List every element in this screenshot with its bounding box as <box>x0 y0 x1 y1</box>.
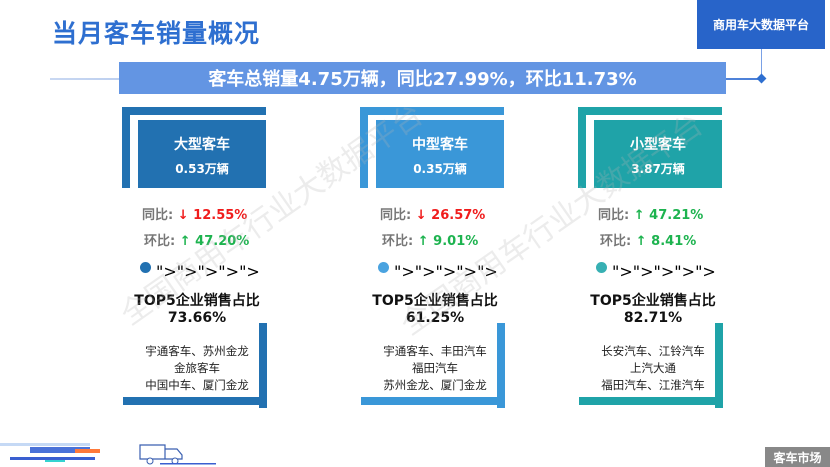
yoy-value: 47.21% <box>649 208 704 223</box>
frame-right-bar <box>497 323 505 408</box>
frame-left-bar <box>122 107 130 188</box>
company-list: 宇通客车、丰田汽车 福田汽车苏州金龙、厦门金龙 <box>350 343 520 394</box>
frame-top-bar <box>578 107 722 115</box>
category-box: 小型客车 3.87万辆 <box>594 120 722 188</box>
divider <box>761 48 762 78</box>
top5-share: TOP5企业销售占比 61.25% <box>350 293 520 327</box>
top5-label: TOP5企业销售占比 <box>590 293 716 309</box>
company-line: 宇通客车、丰田汽车 <box>383 344 487 358</box>
top5-share: TOP5企业销售占比 82.71% <box>568 293 738 327</box>
category-box: 大型客车 0.53万辆 <box>138 120 266 188</box>
top5-value: 61.25% <box>405 310 465 326</box>
arrow-up-icon: ↑ <box>179 234 191 249</box>
mom-label: 环比: <box>144 234 176 249</box>
category-volume: 3.87万辆 <box>631 162 685 176</box>
category-volume: 0.35万辆 <box>413 162 467 176</box>
mom-stat: 环比: ↑ 47.20% <box>144 230 249 249</box>
mom-label: 环比: <box>382 234 414 249</box>
mom-value: 8.41% <box>651 234 697 249</box>
arrow-up-icon: ↑ <box>417 234 429 249</box>
dot <box>140 262 151 273</box>
frame-left-bar <box>360 107 368 188</box>
arrow-down-icon: ↓ <box>177 208 189 223</box>
company-line: 金旅客车 <box>174 361 220 375</box>
top5-value: 82.71% <box>623 310 683 326</box>
category-name: 中型客车 <box>412 137 468 153</box>
top5-value: 73.66% <box>167 310 227 326</box>
mom-stat: 环比: ↑ 8.41% <box>600 230 696 249</box>
yoy-label: 同比: <box>142 208 174 223</box>
dot <box>596 262 607 273</box>
company-line: 长安汽车、江铃汽车 <box>601 344 705 358</box>
truck-illustration <box>0 443 216 465</box>
frame-right-bar <box>715 323 723 408</box>
card-2: 中型客车 0.35万辆 同比: ↓ 26.57% 环比: ↑ 9.01% ">"… <box>360 107 510 409</box>
yoy-stat: 同比: ↑ 47.21% <box>598 204 703 223</box>
yoy-label: 同比: <box>380 208 412 223</box>
company-line: 福田汽车 <box>412 361 458 375</box>
company-list: 长安汽车、江铃汽车 上汽大通福田汽车、江淮汽车 <box>568 343 738 394</box>
summary-banner: 客车总销量4.75万辆，同比27.99%，环比11.73% <box>119 62 726 94</box>
mom-label: 环比: <box>600 234 632 249</box>
arrow-up-icon: ↑ <box>635 234 647 249</box>
top5-label: TOP5企业销售占比 <box>372 293 498 309</box>
section-label: 客车市场 <box>765 447 830 467</box>
frame-bottom-bar <box>361 397 505 405</box>
yoy-stat: 同比: ↓ 12.55% <box>142 204 247 223</box>
brand-badge: 商用车大数据平台 <box>697 0 825 49</box>
company-line: 中国中车、厦门金龙 <box>145 378 249 392</box>
diamond-marker <box>756 73 767 84</box>
category-name: 大型客车 <box>174 137 230 153</box>
frame-bottom-bar <box>579 397 723 405</box>
arrow-down-icon: ↓ <box>415 208 427 223</box>
mom-value: 9.01% <box>433 234 479 249</box>
dot <box>378 262 389 273</box>
frame-top-bar <box>360 107 504 115</box>
yoy-stat: 同比: ↓ 26.57% <box>380 204 485 223</box>
frame-top-bar <box>122 107 266 115</box>
card-1: 大型客车 0.53万辆 同比: ↓ 12.55% 环比: ↑ 47.20% ">… <box>122 107 272 409</box>
dot-divider: ">">">">"> <box>140 262 260 281</box>
dot-divider: ">">">">"> <box>596 262 716 281</box>
frame-bottom-bar <box>123 397 267 405</box>
page-title: 当月客车销量概况 <box>52 19 261 48</box>
frame-right-bar <box>259 323 267 408</box>
yoy-value: 12.55% <box>193 208 248 223</box>
company-list: 宇通客车、苏州金龙 金旅客车中国中车、厦门金龙 <box>112 343 282 394</box>
category-box: 中型客车 0.35万辆 <box>376 120 504 188</box>
company-line: 上汽大通 <box>630 361 676 375</box>
company-line: 宇通客车、苏州金龙 <box>145 344 249 358</box>
mom-value: 47.20% <box>195 234 250 249</box>
dot-divider: ">">">">"> <box>378 262 498 281</box>
yoy-label: 同比: <box>598 208 630 223</box>
yoy-value: 26.57% <box>431 208 486 223</box>
mom-stat: 环比: ↑ 9.01% <box>382 230 478 249</box>
frame-left-bar <box>578 107 586 188</box>
category-volume: 0.53万辆 <box>175 162 229 176</box>
company-line: 福田汽车、江淮汽车 <box>601 378 705 392</box>
category-name: 小型客车 <box>630 137 686 153</box>
arrow-up-icon: ↑ <box>633 208 645 223</box>
card-3: 小型客车 3.87万辆 同比: ↑ 47.21% 环比: ↑ 8.41% ">"… <box>578 107 728 409</box>
company-line: 苏州金龙、厦门金龙 <box>383 378 487 392</box>
top5-share: TOP5企业销售占比 73.66% <box>112 293 282 327</box>
top5-label: TOP5企业销售占比 <box>134 293 260 309</box>
